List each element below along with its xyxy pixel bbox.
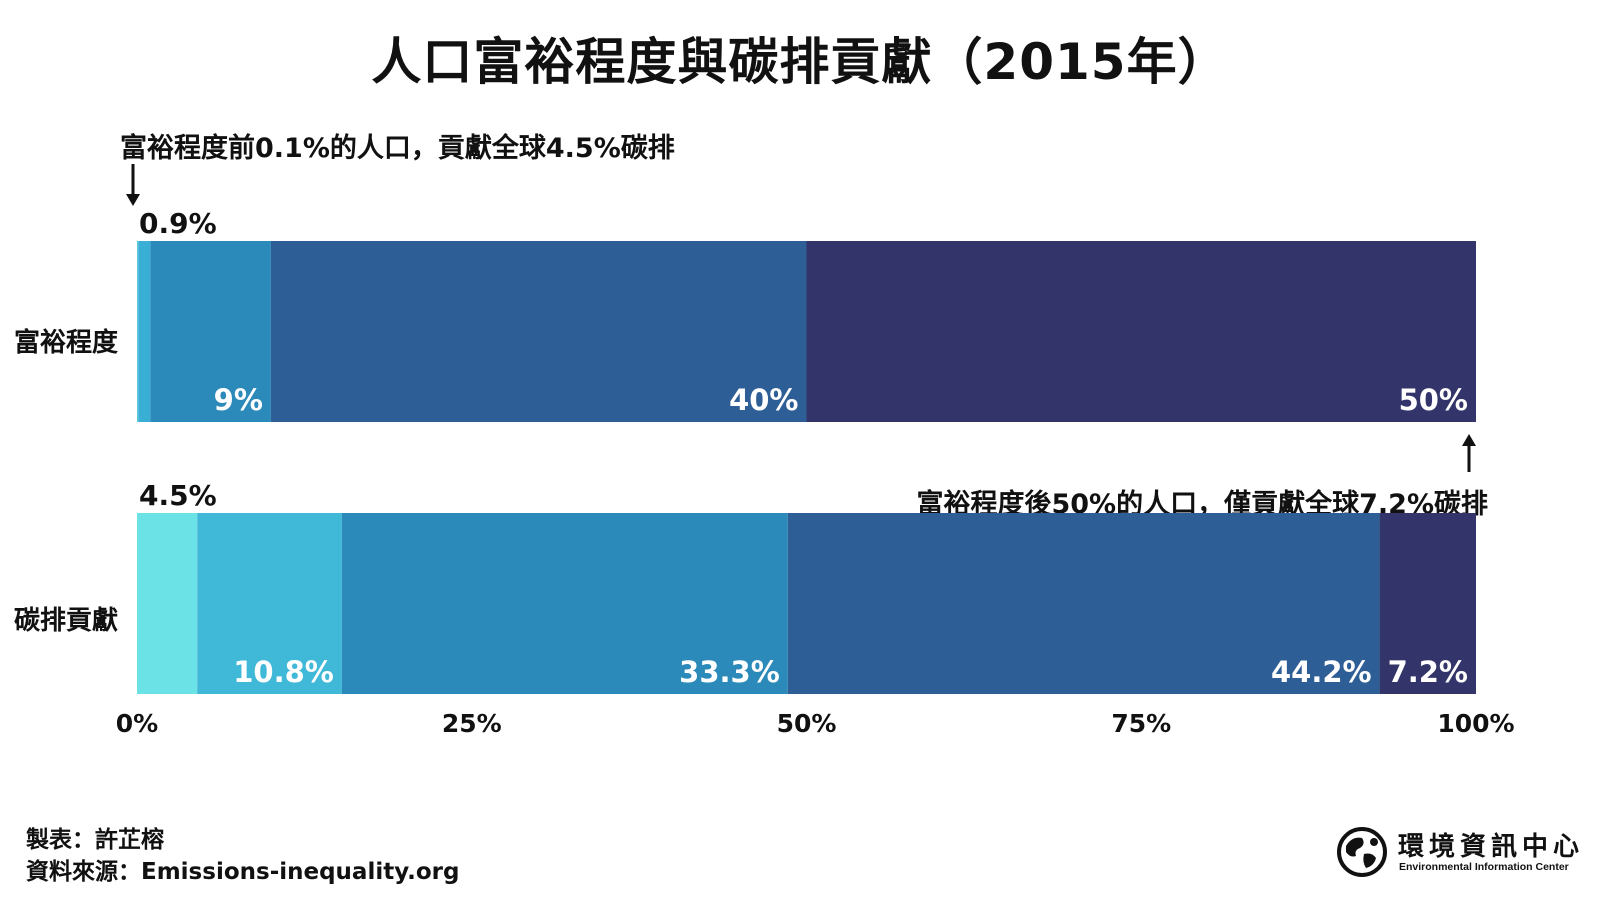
segment-label-r0-s3: 40% xyxy=(729,383,798,417)
chart-title: 人口富裕程度與碳排貢獻（2015年） xyxy=(371,33,1229,91)
eic-logo: 環境資訊中心 Environmental Information Center xyxy=(1336,826,1579,886)
segment-label-r0-s4: 50% xyxy=(1399,383,1468,417)
x-tick-label-4: 100% xyxy=(1437,709,1514,738)
annotation-top: 富裕程度前0.1%的人口，貢獻全球4.5%碳排 xyxy=(120,133,675,164)
segment-label-r0-s1: 0.9% xyxy=(139,207,217,240)
segment-label-r0-s2: 9% xyxy=(214,383,263,417)
globe-logo-icon xyxy=(1337,827,1387,877)
x-tick-label-1: 25% xyxy=(442,709,502,738)
bar-segment-r1-s3 xyxy=(787,513,1380,694)
x-tick-label-0: 0% xyxy=(116,709,158,738)
bar-segment-r0-s0 xyxy=(137,241,139,422)
footer-credit: 製表：許芷榕 xyxy=(26,827,164,853)
segment-label-r1-s3: 44.2% xyxy=(1271,655,1372,689)
bar-segment-r0-s1 xyxy=(138,241,151,422)
bar-segment-r1-s2 xyxy=(341,513,788,694)
bar-segment-r0-s2 xyxy=(150,241,271,422)
bar-segment-r1-s0 xyxy=(137,513,198,694)
segment-label-r1-s2: 33.3% xyxy=(679,655,780,689)
segment-label-r1-s0: 4.5% xyxy=(139,479,217,512)
segment-label-r1-s1: 10.8% xyxy=(233,655,334,689)
x-tick-label-2: 50% xyxy=(777,709,837,738)
segment-label-r1-s4: 7.2% xyxy=(1388,655,1468,689)
bar-segment-r1-s1 xyxy=(197,513,342,694)
footer-source: 資料來源：Emissions-inequality.org xyxy=(26,859,460,885)
bar-segment-r0-s4 xyxy=(806,241,1476,422)
bar-segment-r0-s3 xyxy=(270,241,807,422)
row-label-emissions: 碳排貢獻 xyxy=(14,606,119,636)
logo-name-cn: 環境資訊中心 xyxy=(1398,832,1585,862)
row-label-wealth: 富裕程度 xyxy=(14,328,119,358)
bar-segment-r1-s4 xyxy=(1379,513,1476,694)
x-tick-label-3: 75% xyxy=(1111,709,1171,738)
arrow-down-icon xyxy=(126,164,140,206)
arrow-up-icon xyxy=(1462,434,1476,472)
logo-name-en: Environmental Information Center xyxy=(1399,861,1569,873)
